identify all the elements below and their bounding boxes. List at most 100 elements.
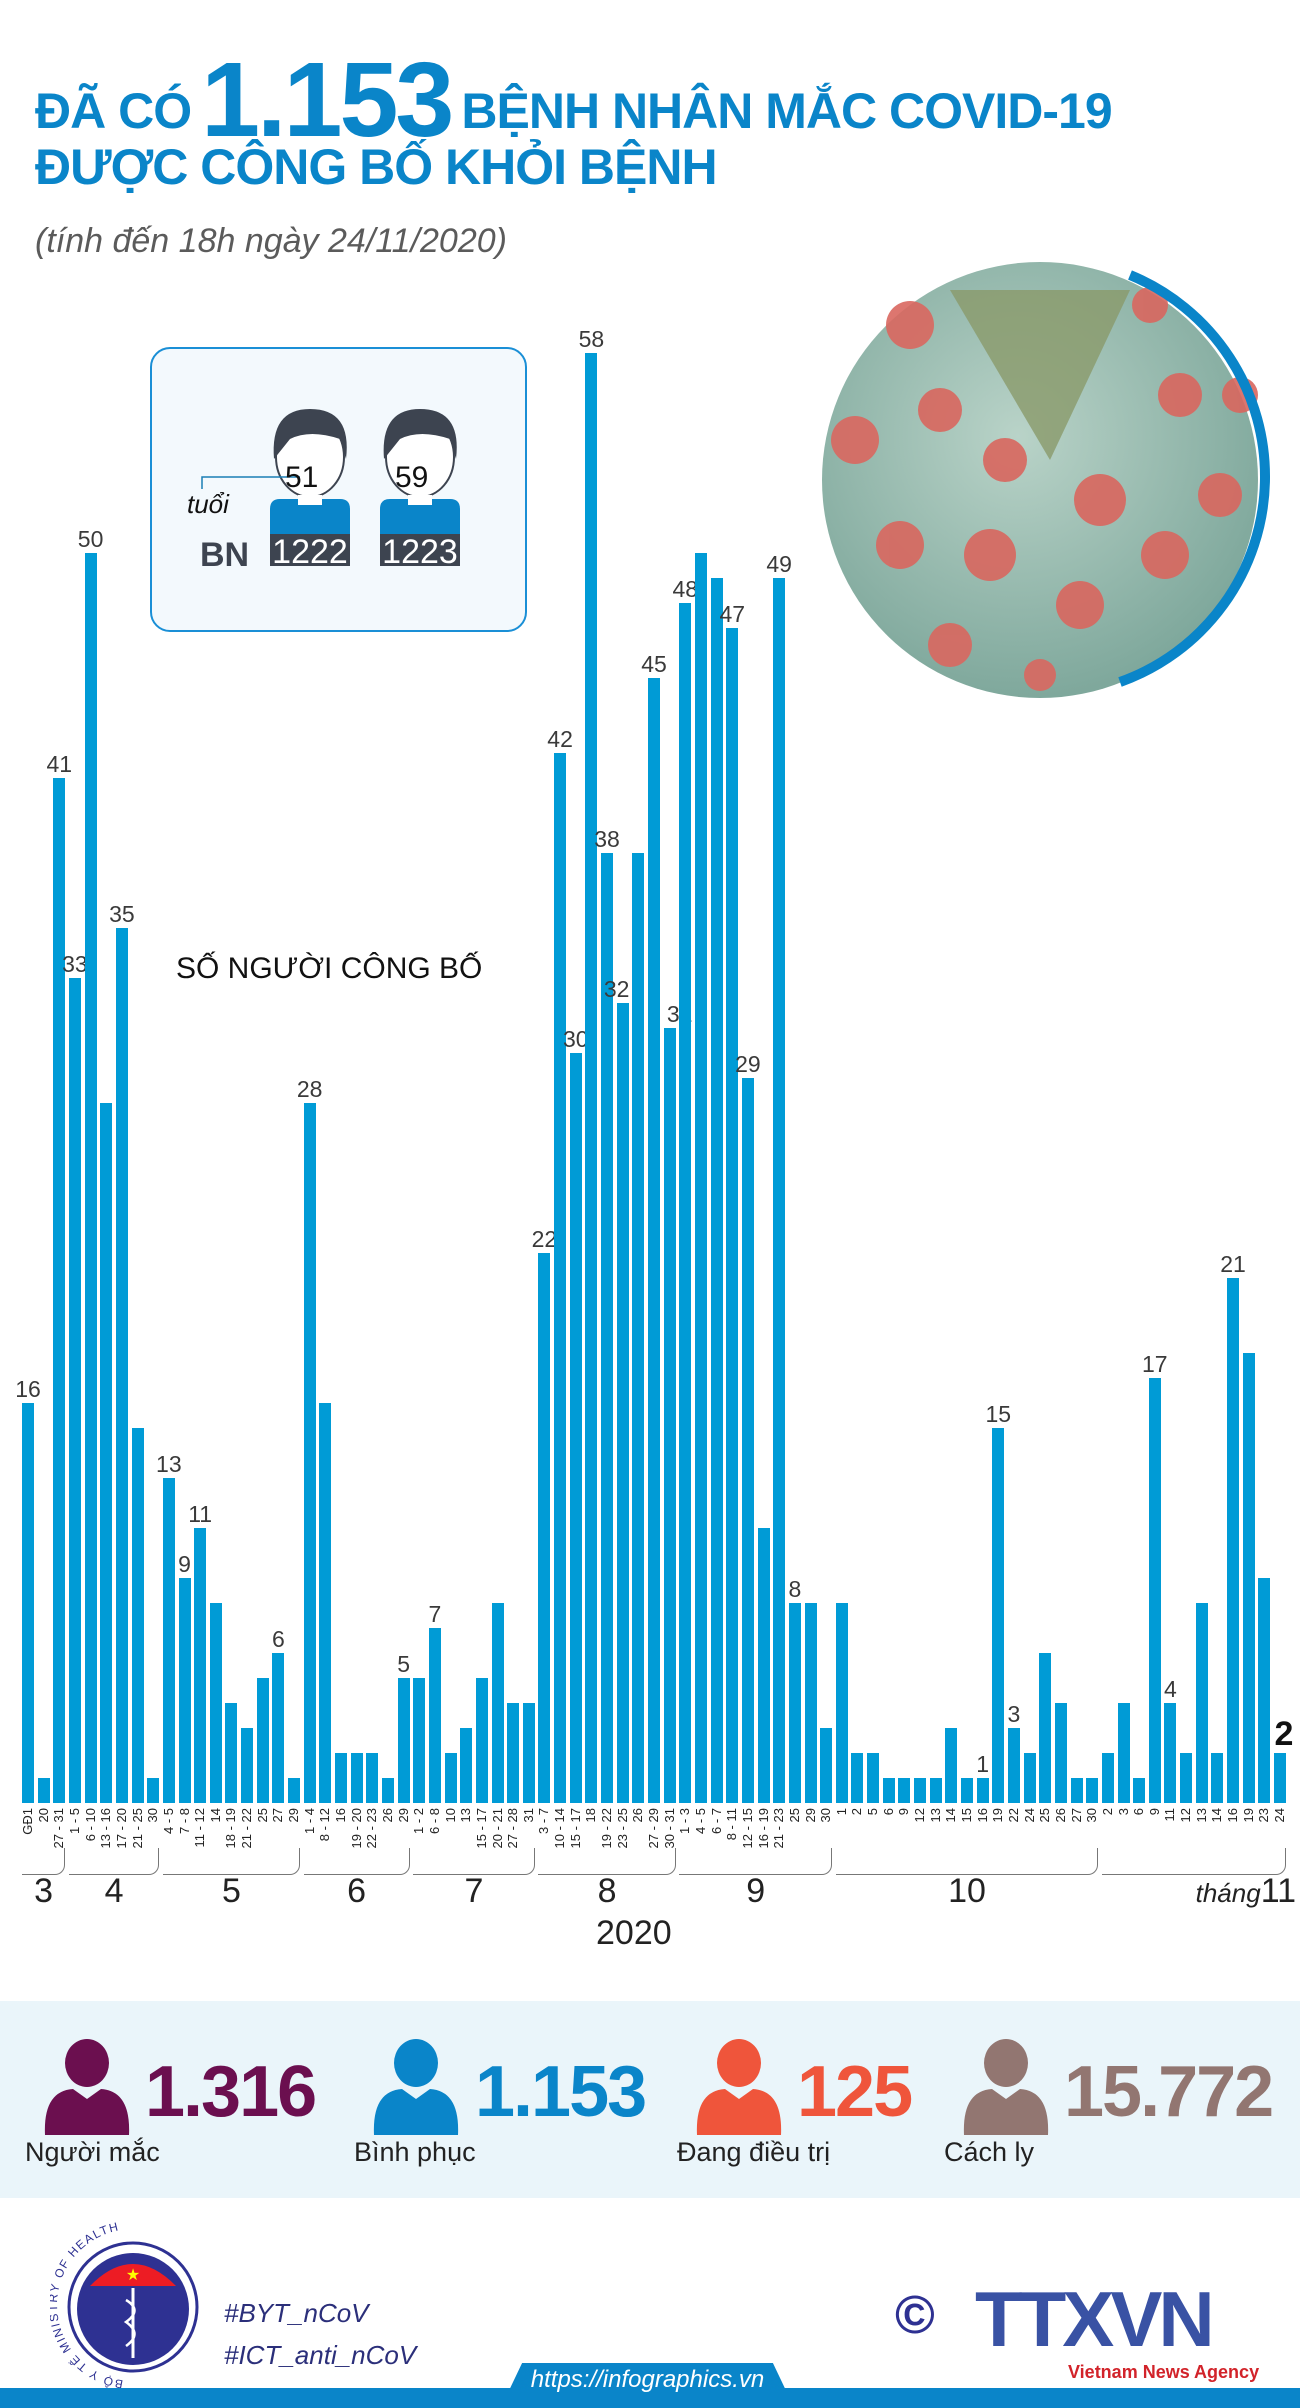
bar [397,1678,410,1803]
month-bracket [538,1848,676,1875]
bar [1258,1578,1271,1803]
page-title-line2: ĐƯỢC CÔNG BỐ KHỎI BỆNH [35,139,718,195]
bar [835,1603,848,1803]
bar [366,1753,379,1803]
stat-value: 15.772 [1064,2052,1274,2132]
month-prefix: tháng [1195,1878,1261,1908]
data-label: 47 [719,601,746,627]
bar [757,1528,770,1803]
x-tick-label: 25 [786,1808,802,1823]
x-tick-label: 22 - 23 [364,1808,380,1849]
hashtag-ict[interactable]: #ICT_anti_nCoV [224,2340,417,2370]
x-tick-label: 3 - 7 [536,1808,552,1835]
bar [929,1778,942,1803]
data-label: 48 [672,576,699,602]
x-tick-label: 11 [1162,1808,1178,1822]
person-icon [696,2039,782,2135]
data-label: 1 [976,1751,990,1777]
x-tick-label: 15 - 17 [567,1808,583,1849]
month-label: 9 [746,1872,766,1910]
stat-value: 125 [797,2052,913,2132]
bar [820,1728,833,1803]
bar [679,603,692,1803]
age-arrow-icon [201,476,300,489]
bar [1227,1278,1240,1803]
bar [648,678,660,1803]
hashtag-byt[interactable]: #BYT_nCoV [224,2298,369,2328]
x-tick-label: 24 [1272,1808,1287,1823]
bar [585,353,598,1803]
month-label: 5 [221,1872,241,1910]
title-pre: ĐÃ CÓ [35,83,192,139]
bar [53,778,66,1803]
bar [1086,1778,1099,1803]
x-tick-label: 27 - 29 [646,1808,661,1849]
bar [726,628,739,1803]
bn-prefix: BN [200,536,250,574]
x-tick-label: 18 [583,1808,599,1823]
data-label: 50 [77,526,104,552]
bar [554,753,567,1803]
stat-label: Cách ly [944,2137,1035,2167]
x-tick-label: 13 - 16 [98,1808,114,1849]
x-tick-label: 1 - 2 [411,1808,427,1835]
x-tick-label: 21 - 23 [771,1808,787,1849]
x-tick-label: 26 [630,1808,646,1823]
bar [1211,1753,1224,1803]
bar [1101,1753,1114,1803]
x-tick-label: 26 [1052,1808,1068,1823]
x-tick-label: 19 - 22 [599,1808,615,1849]
x-tick-label: 30 [1084,1808,1100,1823]
x-tick-label: 1 - 3 [677,1808,693,1835]
bar [710,578,723,1803]
bar-chart: SỐ NGƯỜI CÔNG BỐ GĐ1 16 20 27 - 31 41 1 - 5 33… [15,328,1296,1953]
x-tick-label: 8 - 12 [317,1808,333,1842]
data-label: 29 [735,1051,761,1077]
patient-age-1: 51 [285,461,319,494]
x-tick-label: 8 - 11 [724,1808,740,1841]
month-bracket [679,1848,833,1875]
page-title-line1: ĐÃ CÓ1.153 BỆNH NHÂN MẮC COVID-19 [35,40,1113,161]
bar [319,1403,332,1803]
month-label: 6 [347,1872,367,1910]
bar [288,1778,301,1803]
month-label: tháng11 [1176,1872,1296,1911]
bar [209,1603,222,1803]
stats-band: 1.316 Người mắc 1.153 Bình phục 125 Đang điều… [0,2001,1300,2198]
person-icon [963,2039,1049,2135]
age-label: tuổi [187,489,229,519]
bar [84,553,97,1803]
bar [460,1728,473,1803]
x-tick-label: 29 [395,1808,411,1823]
x-tick-label: 4 - 5 [692,1808,708,1835]
data-label: 33 [62,951,88,977]
bar [1195,1603,1208,1803]
bar [898,1778,911,1803]
x-tick-label: 12 - 15 [739,1808,755,1849]
bar [976,1778,989,1803]
data-label: 2 [1274,1715,1294,1753]
bar [773,578,786,1803]
x-tick-label: 9 [896,1808,912,1816]
stat-value: 1.153 [475,2052,647,2132]
subtitle: (tính đến 18h ngày 24/11/2020) [35,222,507,260]
x-tick-label: 27 - 28 [505,1808,521,1849]
x-tick-label: 14 [207,1808,223,1823]
stat-label: Người mắc [25,2137,160,2167]
x-tick-label: 23 - 25 [614,1808,630,1849]
x-tick-label: 22 [1005,1808,1021,1823]
title-number: 1.153 [201,41,454,159]
bar [1023,1753,1036,1803]
person-icon [373,2039,459,2135]
bar [147,1778,160,1803]
x-tick-label: 19 [1240,1808,1256,1823]
bar [1054,1703,1067,1803]
bar [225,1703,238,1803]
bar [632,853,645,1803]
x-tick-label: 20 - 21 [489,1808,505,1849]
month-bracket [162,1848,301,1875]
website-link[interactable]: https://infographics.vn [530,2366,765,2393]
bar [68,978,81,1803]
bar [1117,1703,1130,1803]
month-label: 7 [464,1872,484,1910]
